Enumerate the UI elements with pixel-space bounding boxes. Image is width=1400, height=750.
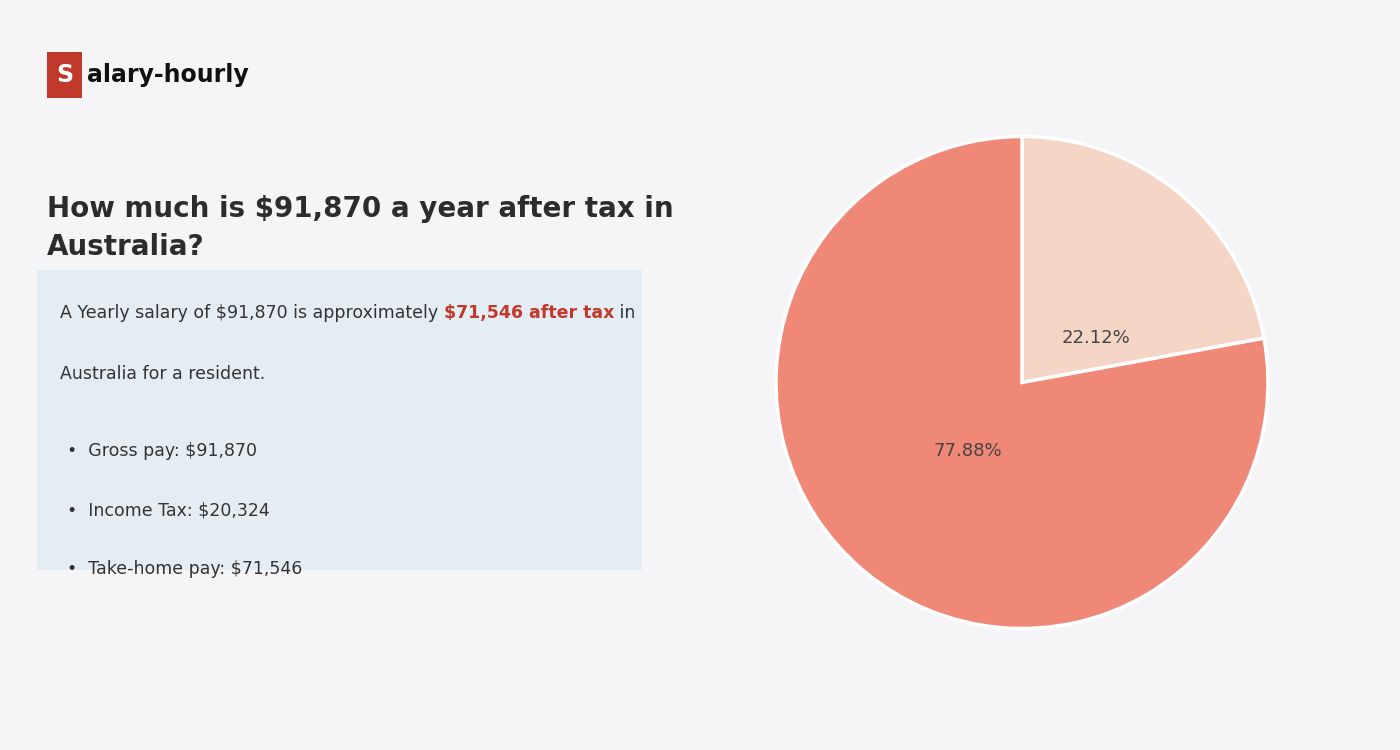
Text: •  Gross pay: $91,870: • Gross pay: $91,870 [67, 442, 258, 460]
Wedge shape [776, 136, 1268, 628]
Wedge shape [1022, 136, 1264, 382]
Text: S: S [56, 63, 73, 87]
Text: in: in [615, 304, 636, 322]
Text: alary-hourly: alary-hourly [87, 63, 249, 87]
Text: 22.12%: 22.12% [1061, 329, 1130, 347]
Text: •  Take-home pay: $71,546: • Take-home pay: $71,546 [67, 560, 302, 578]
Text: 77.88%: 77.88% [934, 442, 1002, 460]
FancyBboxPatch shape [48, 52, 83, 98]
Text: $71,546 after tax: $71,546 after tax [444, 304, 615, 322]
FancyBboxPatch shape [36, 270, 641, 570]
Text: A Yearly salary of $91,870 is approximately: A Yearly salary of $91,870 is approximat… [60, 304, 444, 322]
Text: How much is $91,870 a year after tax in
Australia?: How much is $91,870 a year after tax in … [48, 195, 673, 261]
Text: •  Income Tax: $20,324: • Income Tax: $20,324 [67, 501, 270, 519]
Text: Australia for a resident.: Australia for a resident. [60, 365, 266, 383]
